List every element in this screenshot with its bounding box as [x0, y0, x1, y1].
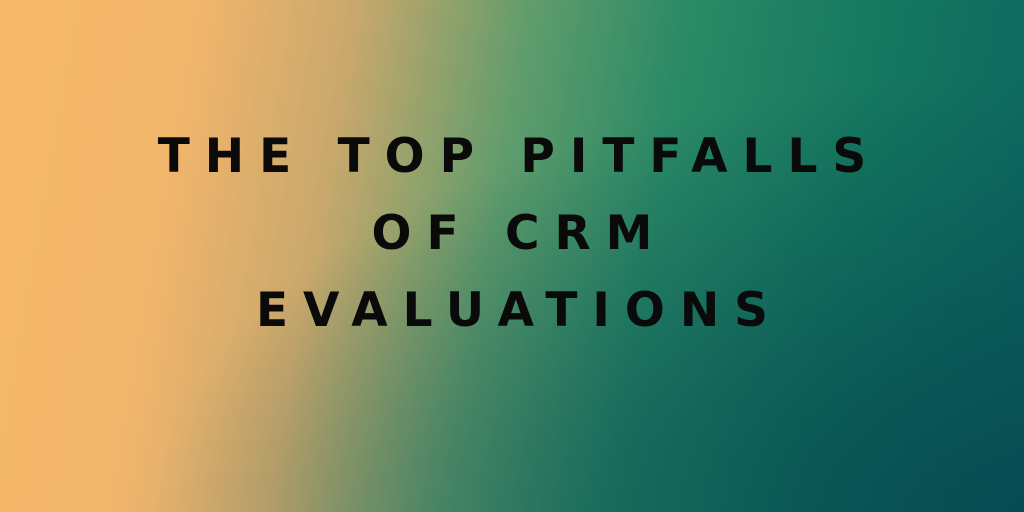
title: THE TOP PITFALLS OF CRM EVALUATIONS — [0, 118, 1024, 349]
title-line: OF CRM — [371, 206, 668, 261]
title-line: EVALUATIONS — [255, 283, 784, 338]
title-line: THE TOP PITFALLS — [157, 129, 882, 184]
